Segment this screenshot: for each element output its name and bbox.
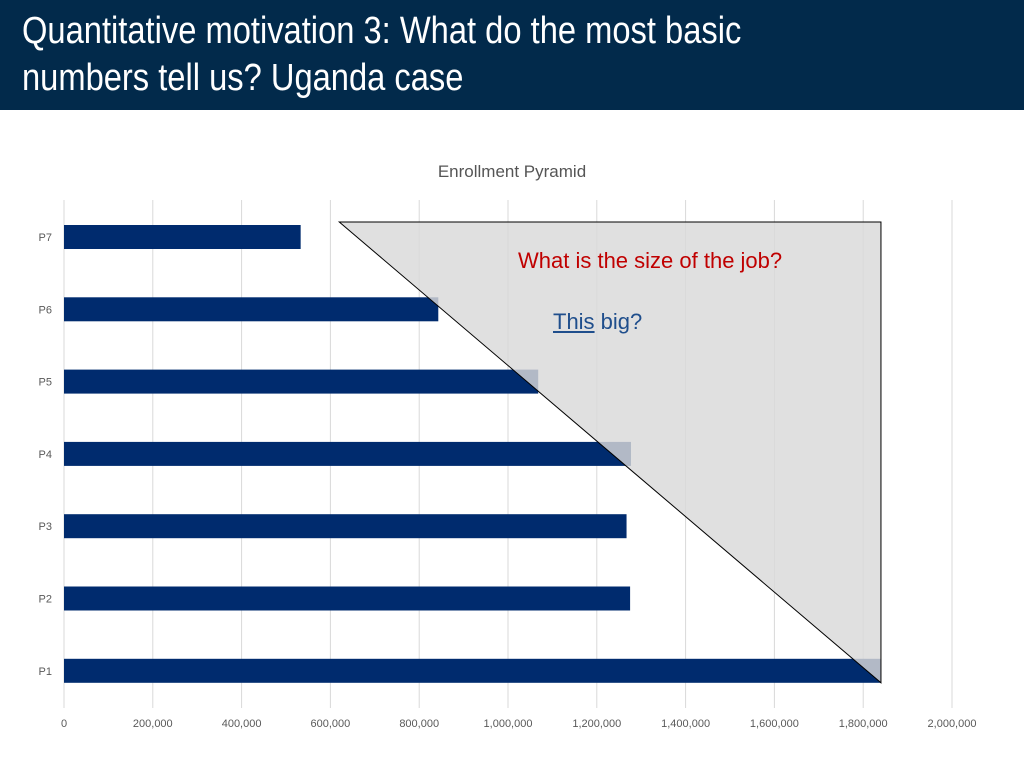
x-tick-label: 1,200,000	[572, 718, 621, 730]
bar-p6	[64, 297, 439, 322]
y-tick-label: P6	[39, 304, 52, 316]
this-big-annotation: This big?	[553, 309, 642, 335]
axis-layer: 0 200,000 400,000 600,000 800,000 1,000,000 1,…	[39, 232, 977, 730]
x-tick-label: 800,000	[399, 718, 439, 730]
x-tick-label: 2,000,000	[928, 718, 977, 730]
question-annotation: What is the size of the job?	[518, 248, 783, 273]
y-tick-label: P4	[39, 449, 52, 461]
y-tick-label: P7	[39, 232, 52, 244]
x-tick-label: 1,800,000	[839, 718, 888, 730]
this-link[interactable]: This	[553, 309, 595, 334]
x-tick-label: 200,000	[133, 718, 173, 730]
bar-p5	[64, 369, 539, 394]
bar-p7	[64, 225, 301, 249]
title-bar: Quantitative motivation 3: What do the m…	[0, 0, 1024, 110]
bar-layer	[64, 225, 881, 683]
job-size-triangle	[337, 221, 882, 684]
bar-p3	[64, 514, 627, 539]
y-tick-label: P1	[39, 666, 52, 678]
y-tick-label: P3	[39, 521, 52, 533]
x-tick-label: 1,000,000	[484, 718, 533, 730]
bar-p2	[64, 586, 631, 611]
bar-p4	[64, 441, 631, 466]
x-tick-label: 0	[61, 718, 67, 730]
x-tick-label: 1,400,000	[661, 718, 710, 730]
y-tick-label: P2	[39, 594, 52, 606]
x-tick-label: 400,000	[222, 718, 262, 730]
chart-title: Enrollment Pyramid	[437, 162, 587, 181]
bar-p1	[64, 658, 881, 683]
y-tick-label: P5	[39, 377, 52, 389]
x-tick-label: 600,000	[311, 718, 351, 730]
slide-title: Quantitative motivation 3: What do the m…	[22, 10, 742, 99]
big-label: big?	[594, 309, 643, 334]
overlay-layer	[337, 221, 882, 684]
x-tick-label: 1,600,000	[750, 718, 799, 730]
